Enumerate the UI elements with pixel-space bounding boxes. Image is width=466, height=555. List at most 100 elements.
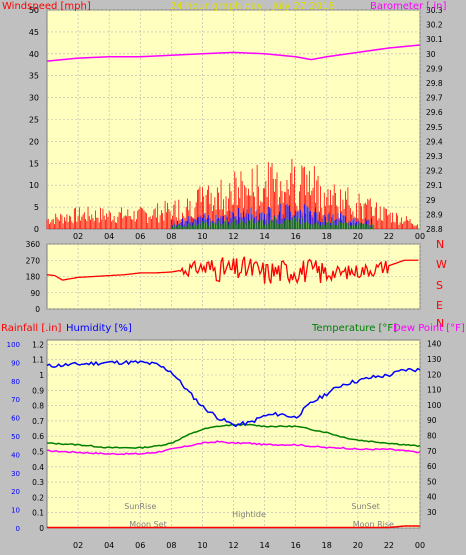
- temp-x-tick-label: 06: [135, 541, 145, 550]
- windspeed-tick-label: 40: [29, 50, 39, 59]
- wind-x-tick-label: 02: [73, 232, 83, 241]
- humidity-line: [46, 359, 421, 428]
- temperature-ticks: 30 40 50 60 70 80 90 100 110 120 130 140: [427, 340, 442, 517]
- barometer-tick-label: 28.9: [426, 210, 443, 219]
- temperature-tick-label: 110: [427, 386, 442, 395]
- humidity-tick-label: 100: [7, 341, 20, 349]
- wind-direction-line: [46, 256, 419, 285]
- barometer-tick-label: 29.1: [426, 181, 443, 190]
- windspeed-tick-label: 15: [29, 159, 39, 168]
- windspeed-axis-label: Windspeed [mph]: [2, 1, 91, 12]
- wind-x-tick-label: 22: [384, 232, 394, 241]
- temp-x-tick-label: 02: [73, 541, 83, 550]
- rainfall-tick-label: 0: [39, 524, 44, 533]
- humidity-axis-label: Humidity [%]: [66, 323, 132, 334]
- temperature-tick-label: 130: [427, 355, 442, 364]
- temp-x-ticks: 02 04 06 08 10 12 14 16 18 20 22 00: [73, 541, 425, 550]
- wind-x-tick-label: 14: [259, 232, 269, 241]
- temp-x-tick-label: 10: [197, 541, 207, 550]
- temperature-axis-label: Temperature [°F]: [311, 323, 397, 334]
- wind-x-tick-label: 10: [197, 232, 207, 241]
- windspeed-tick-label: 0: [34, 225, 39, 234]
- temp-gridlines: [47, 340, 421, 529]
- temp-x-tick-label: 00: [415, 541, 425, 550]
- temp-x-tick-label: 12: [228, 541, 238, 550]
- annotation-label: SunRise: [124, 502, 156, 511]
- humidity-tick-label: 60: [11, 415, 20, 423]
- humidity-tick-label: 30: [11, 470, 20, 478]
- humidity-ticks: 0 10 20 30 40 50 60 70 80 90 100: [7, 341, 20, 533]
- rainfall-tick-label: 0.1: [32, 509, 44, 518]
- temperature-tick-label: 140: [427, 340, 442, 349]
- astronomy-annotations: SunRise Moon Set Hightide SunSet Moon Rise: [124, 502, 394, 529]
- wind-x-tick-label: 20: [353, 232, 363, 241]
- windspeed-ticks: 0 5 10 15 20 25 30 35 40 45 50: [29, 6, 39, 234]
- direction-degree-ticks: 0 90 180 270 360: [26, 240, 41, 314]
- barometer-tick-label: 30.3: [426, 6, 443, 15]
- rainfall-tick-label: 0.6: [32, 432, 44, 441]
- humidity-tick-label: 0: [16, 525, 20, 533]
- barometer-tick-label: 30.1: [426, 35, 443, 44]
- compass-label: N: [436, 317, 444, 330]
- rainfall-tick-label: 1.2: [32, 340, 44, 349]
- rainfall-tick-label: 0.9: [32, 386, 44, 395]
- dewpoint-line: [46, 440, 421, 456]
- annotation-label: Hightide: [232, 510, 266, 519]
- compass-label: N: [436, 238, 444, 251]
- windspeed-tick-label: 45: [29, 28, 39, 37]
- rainfall-tick-label: 0.2: [32, 493, 44, 502]
- temp-x-tick-label: 08: [166, 541, 176, 550]
- temperature-tick-label: 80: [427, 432, 437, 441]
- temperature-tick-label: 90: [427, 416, 437, 425]
- barometer-tick-label: 30.2: [426, 21, 443, 30]
- barometer-tick-label: 30: [426, 50, 436, 59]
- annotation-label: SunSet: [351, 502, 379, 511]
- wind-x-tick-label: 12: [228, 232, 238, 241]
- temp-x-tick-label: 14: [259, 541, 269, 550]
- barometer-ticks: 28.8 28.9 29 29.1 29.2 29.3 29.4 29.5 29.6 29.7 29…: [426, 6, 443, 234]
- direction-tick-label: 90: [30, 289, 40, 298]
- rainfall-tick-label: 0.8: [32, 402, 44, 411]
- temp-x-tick-label: 22: [384, 541, 394, 550]
- compass-label: W: [436, 258, 447, 271]
- windspeed-tick-label: 10: [29, 181, 39, 190]
- windspeed-tick-label: 30: [29, 94, 39, 103]
- dewpoint-axis-label: Dew Point [°F]: [393, 323, 465, 334]
- chart-title: 24 hour graph day , July 27 2018: [170, 1, 335, 12]
- temperature-tick-label: 50: [427, 477, 437, 486]
- windspeed-tick-label: 35: [29, 72, 39, 81]
- rainfall-ticks: 0 0.1 0.2 0.3 0.4 0.5 0.6 0.7 0.8 0.9 1 1.1 1.2: [32, 340, 44, 533]
- temperature-tick-label: 120: [427, 370, 442, 379]
- rainfall-tick-label: 0.5: [32, 448, 44, 457]
- annotation-label: Moon Rise: [353, 520, 394, 529]
- compass-label: S: [436, 279, 443, 292]
- humidity-tick-label: 20: [11, 488, 20, 496]
- wind-x-tick-label: 18: [322, 232, 332, 241]
- barometer-axis-label: Barometer [.in]: [370, 1, 446, 12]
- windspeed-tick-label: 25: [29, 116, 39, 125]
- wind-x-tick-label: 08: [166, 232, 176, 241]
- temperature-tick-label: 30: [427, 508, 437, 517]
- temp-x-tick-label: 16: [291, 541, 301, 550]
- direction-tick-label: 180: [26, 273, 41, 282]
- direction-tick-label: 360: [26, 240, 41, 249]
- windspeed-tick-label: 5: [34, 203, 39, 212]
- wind-gridlines: [47, 9, 421, 230]
- temperature-tick-label: 70: [427, 447, 437, 456]
- wind-x-ticks: 02 04 06 08 10 12 14 16 18 20 22 00: [73, 232, 425, 241]
- temp-x-tick-label: 18: [322, 541, 332, 550]
- windspeed-tick-label: 20: [29, 137, 39, 146]
- barometer-line: [46, 44, 421, 62]
- humidity-tick-label: 70: [11, 396, 20, 404]
- temp-x-tick-label: 04: [104, 541, 114, 550]
- barometer-tick-label: 29.9: [426, 64, 443, 73]
- temperature-tick-label: 40: [427, 493, 437, 502]
- rainfall-line: [47, 525, 420, 529]
- barometer-tick-label: 29.7: [426, 94, 443, 103]
- wind-x-tick-label: 04: [104, 232, 114, 241]
